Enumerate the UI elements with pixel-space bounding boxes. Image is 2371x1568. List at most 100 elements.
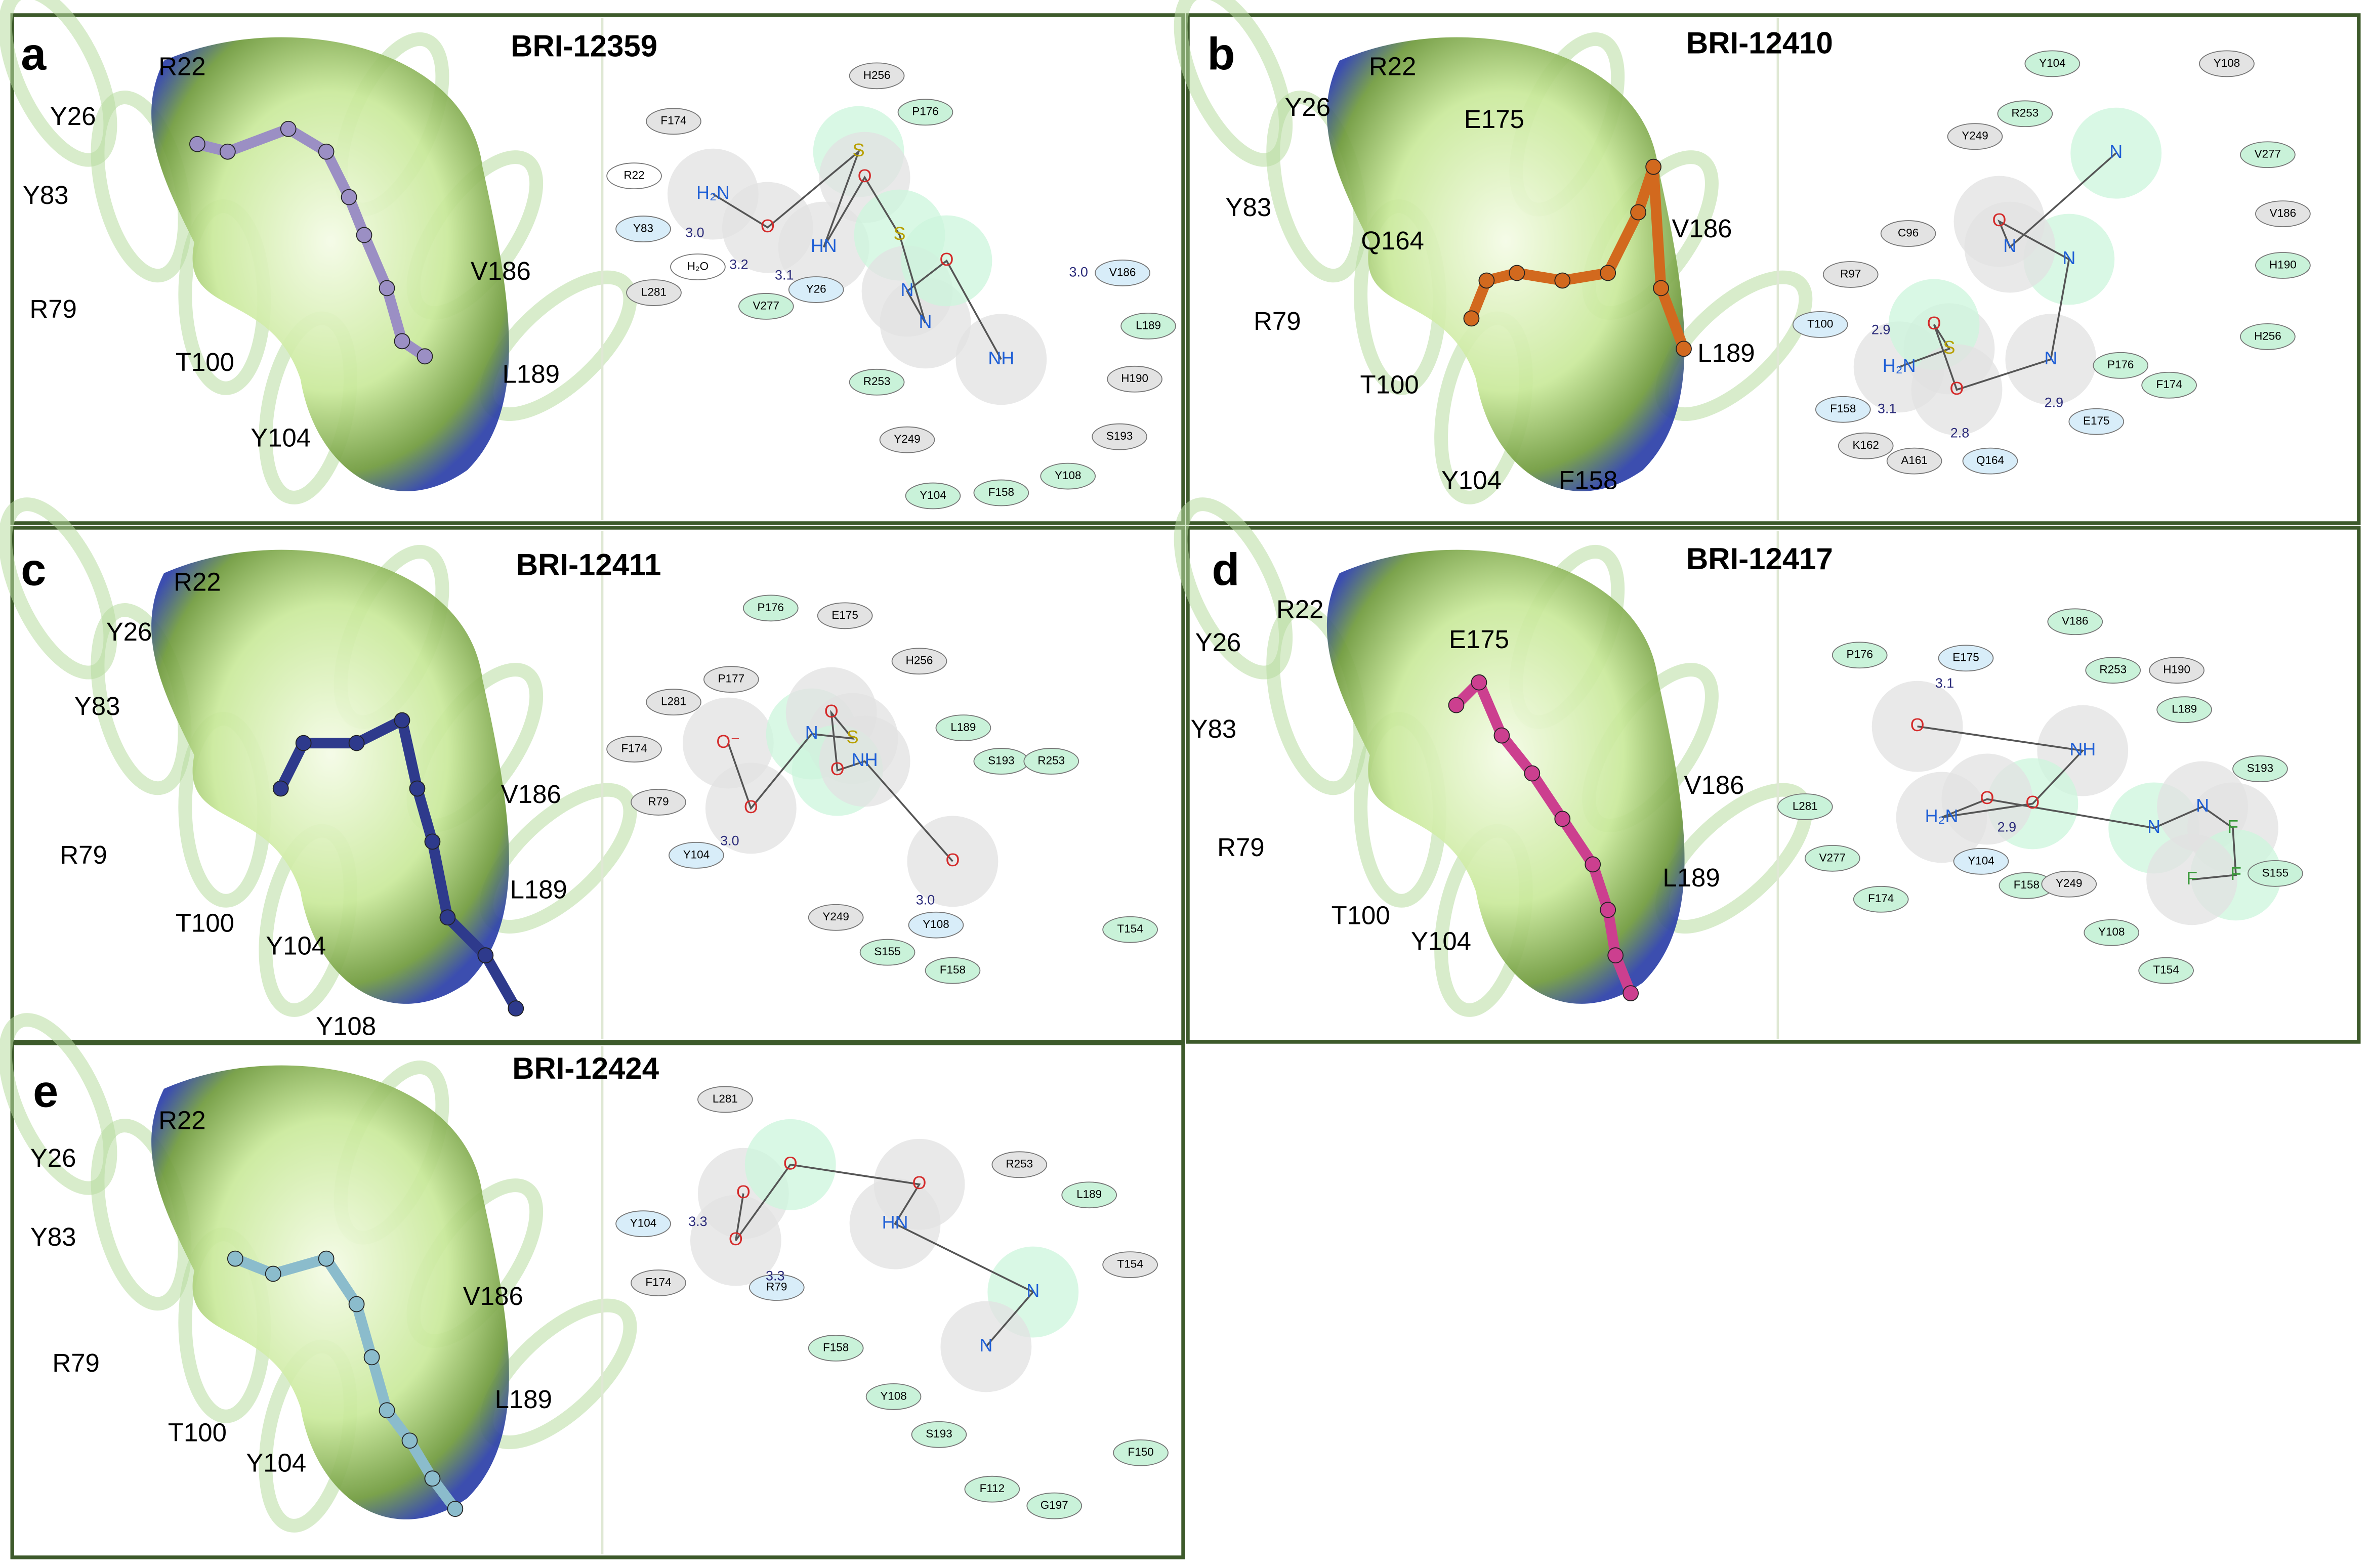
residue-3d-label: Q164 (1361, 226, 1424, 255)
residue-2d-label: T154 (1117, 1258, 1143, 1270)
residue-2d (1120, 313, 1176, 340)
residue-2d-label: Y104 (920, 489, 946, 501)
residue-2d-label: A161 (1901, 454, 1927, 467)
atom-label: N (2062, 247, 2075, 268)
ligand-atom (1623, 985, 1639, 1001)
residue-3d-label: Y104 (266, 931, 326, 960)
atom-label: S (1943, 337, 1956, 358)
residue-2d-label: F174 (621, 742, 647, 755)
atom-label: N (2003, 235, 2016, 256)
residue-3d-label: R22 (174, 567, 221, 596)
residue-2d-label: P176 (912, 105, 938, 118)
distance-label: 3.2 (729, 257, 748, 272)
residue-3d-label: Y108 (316, 1011, 376, 1040)
atom-label: N (805, 722, 818, 743)
residue-2d (1061, 1181, 1117, 1209)
atom-label: O (945, 850, 960, 870)
ligand-atom (379, 280, 395, 296)
ligand-atom (1607, 947, 1624, 964)
distance-label: 2.9 (1871, 322, 1890, 337)
residue-3d-label: V186 (1672, 214, 1732, 243)
residue-2d-label: L281 (713, 1092, 738, 1105)
residue-3d-label: T100 (1332, 901, 1390, 930)
residue-2d-label: H256 (863, 69, 891, 81)
ligand-2d (1899, 152, 2117, 391)
residue-3d-label: Y83 (23, 181, 69, 209)
residue-2d-label: P176 (1846, 648, 1873, 661)
residue-2d-label: R253 (2099, 663, 2127, 676)
atom-label: N (901, 279, 914, 300)
atom-label: F (2230, 863, 2241, 884)
residue-2d (1880, 220, 1936, 247)
atom-label: O (783, 1153, 798, 1173)
residue-2d-label: H256 (2254, 329, 2281, 342)
ligand-atom (424, 833, 441, 850)
residue-2d (1102, 1251, 1158, 1278)
distance-label: 3.0 (685, 225, 704, 240)
residue-2d-label: S193 (1106, 430, 1133, 442)
residue-2d (973, 479, 1029, 506)
residue-3d-label: Y26 (50, 102, 96, 131)
residue-2d-label: T154 (1117, 922, 1143, 935)
ligand-atom (356, 227, 372, 243)
residue-2d (2047, 608, 2103, 635)
residue-2d-label: H190 (1121, 372, 1148, 385)
residue-2d (1815, 396, 1871, 423)
ligand-atom (318, 143, 335, 160)
residue-3d-label: V186 (471, 257, 531, 285)
atom-label: N (2196, 795, 2209, 816)
residue-2d (1792, 311, 1848, 338)
residue-2d-label: F174 (2156, 378, 2182, 391)
residue-3d-label: R22 (1369, 52, 1416, 80)
ligand-atom (348, 1296, 365, 1312)
residue-3d-label: Y104 (251, 423, 311, 452)
ligand-atom (1478, 272, 1495, 289)
residue-2d (849, 368, 905, 396)
residue-2d (991, 1151, 1048, 1178)
residue-2d (2084, 919, 2140, 946)
residue-2d-label: S193 (2247, 761, 2273, 774)
residue-2d-label: K162 (1852, 439, 1879, 451)
residue-3d-label: L189 (503, 360, 560, 389)
residue-3d-label: V186 (501, 780, 561, 809)
panel-letter: c (21, 545, 46, 596)
panel-title: BRI-12424 (512, 1051, 659, 1085)
residue-2d (626, 279, 682, 306)
ligand-atom (401, 1432, 418, 1449)
residue-2d (2232, 755, 2288, 782)
residue-3d-label: E175 (1449, 625, 1509, 654)
ligand-atom (1600, 902, 1616, 918)
distance-label: 2.8 (1950, 425, 1969, 440)
residue-2d-label: R22 (623, 169, 644, 182)
residue-2d (2255, 252, 2311, 279)
residue-3d-label: Y26 (1284, 93, 1330, 121)
atom-label: O (1910, 714, 1925, 735)
ligand-atom (439, 909, 456, 926)
residue-3d-label: R79 (52, 1348, 99, 1377)
atom-label: O (1927, 313, 1941, 333)
residue-3d-label: R79 (1254, 307, 1301, 335)
residue-2d (2240, 141, 2296, 168)
atom-label: O (1980, 787, 1994, 808)
panel: b BRI-12410 R22 Y26 E175 Y83 Q164 V186 R79 L189 T1… (1174, 0, 2361, 525)
ligand-atom (1676, 341, 1692, 357)
residue-2d (1092, 423, 1147, 450)
residue-3d-label: R22 (158, 52, 205, 80)
residue-2d-label: Y249 (822, 910, 849, 923)
residue-2d (808, 904, 864, 931)
ligand-atom (1645, 158, 1661, 175)
residue-3d-label: Y83 (1191, 714, 1237, 743)
residue-2d (1853, 885, 1909, 913)
ligand-atom (394, 712, 410, 729)
ligand-atom (295, 735, 312, 751)
residue-2d (1832, 642, 1888, 669)
residue-2d (2085, 657, 2141, 684)
residue-2d-label: L189 (1076, 1188, 1102, 1201)
residue-2d (1113, 1439, 1169, 1466)
residue-2d-label: S155 (874, 945, 900, 958)
residue-2d-label: R253 (2012, 107, 2039, 119)
residue-2d-label: Y104 (683, 848, 710, 861)
binding-surface (1326, 549, 1685, 1004)
residue-2d (2156, 696, 2212, 724)
residue-2d (911, 1421, 967, 1448)
